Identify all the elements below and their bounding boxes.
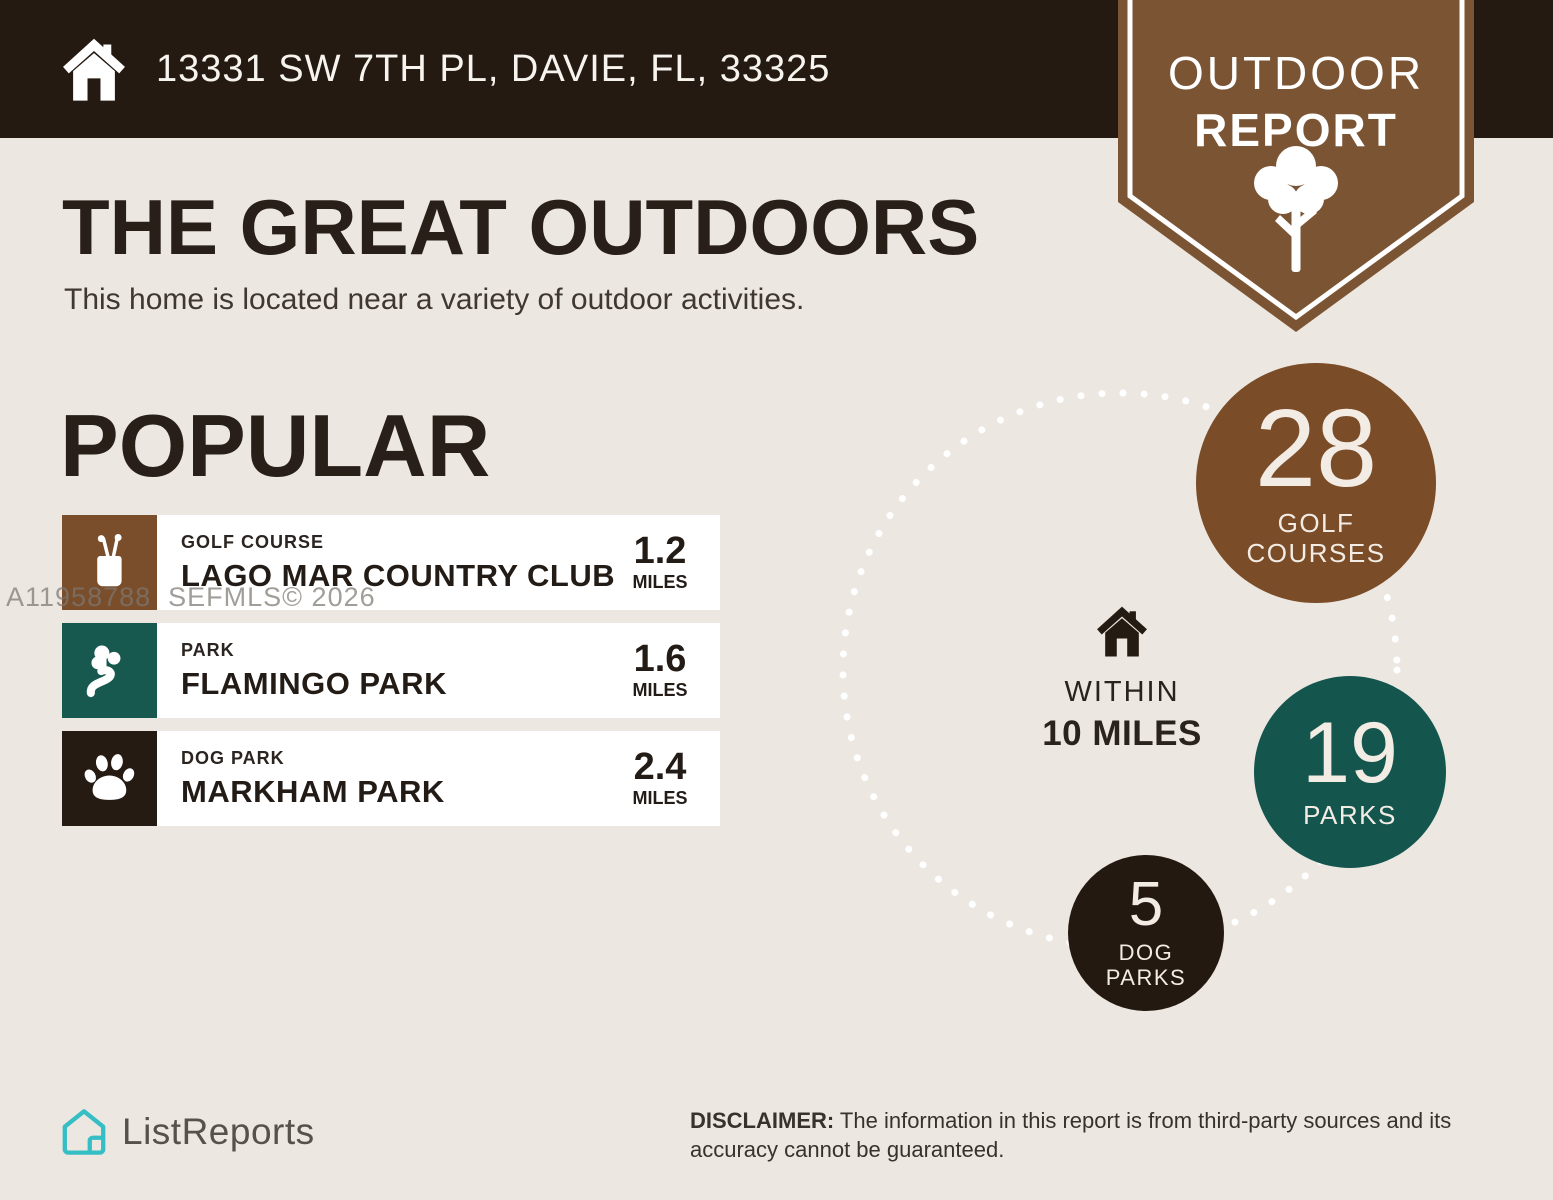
mls-watermark: A11958788 SEFMLS© 2026 [6,582,376,612]
home-icon [1097,606,1147,657]
list-item-dog-park: DOG PARK MARKHAM PARK 2.4 MILES [62,731,720,826]
item-category: GOLF COURSE [181,531,325,552]
item-distance: 2.4 MILES [632,746,688,808]
golf-courses-stat: 28 GOLF COURSES [1196,363,1436,603]
golf-bag-icon [62,515,157,610]
item-distance: 1.2 MILES [632,530,688,592]
stat-value: 5 [1128,869,1164,939]
disclaimer: DISCLAIMER: The information in this repo… [690,1107,1495,1164]
ribbon-title: OUTDOOR REPORT [1118,46,1474,157]
page-title: THE GREAT OUTDOORS [62,183,980,271]
ribbon-shape [1118,0,1474,332]
outdoor-report-ribbon: OUTDOOR REPORT [1118,0,1474,332]
within-radius-label: WITHIN 10 MILES [1042,676,1202,753]
tree-icon [1254,146,1338,272]
parks-stat: 19 PARKS [1254,676,1446,868]
item-name: LAGO MAR COUNTRY CLUB [181,557,616,593]
disclaimer-label: DISCLAIMER: [690,1108,835,1133]
park-trees-icon [62,623,157,718]
item-category: DOG PARK [181,747,285,768]
ribbon-line2: REPORT [1194,104,1398,156]
ribbon-line1: OUTDOOR [1167,47,1425,99]
dog-parks-stat: 5 DOG PARKS [1068,855,1224,1011]
popular-list: GOLF COURSE LAGO MAR COUNTRY CLUB 1.2 MI… [62,515,720,826]
stat-label: DOG PARKS [1105,939,1187,990]
paw-icon [62,731,157,826]
item-distance: 1.6 MILES [632,638,688,700]
list-item-park: PARK FLAMINGO PARK 1.6 MILES [62,623,720,718]
stat-value: 19 [1302,704,1398,801]
home-icon [63,38,125,101]
brand-name: ListReports [122,1111,315,1152]
popular-heading: POPULAR [60,396,491,495]
item-name: MARKHAM PARK [181,773,445,809]
list-item-golf-course: GOLF COURSE LAGO MAR COUNTRY CLUB 1.2 MI… [62,515,720,610]
stat-label: PARKS [1303,800,1397,831]
item-name: FLAMINGO PARK [181,665,447,701]
stat-value: 28 [1254,387,1378,511]
disclaimer-text: The information in this report is from t… [690,1108,1452,1162]
listreports-logo: ListReports [60,1108,315,1156]
radius-dotted-ring [839,389,1401,951]
listreports-house-icon [62,1109,106,1155]
property-address: 13331 SW 7TH PL, DAVIE, FL, 33325 [156,47,831,90]
stat-label: GOLF COURSES [1246,507,1386,568]
item-category: PARK [181,639,235,660]
page-subtitle: This home is located near a variety of o… [64,283,805,316]
